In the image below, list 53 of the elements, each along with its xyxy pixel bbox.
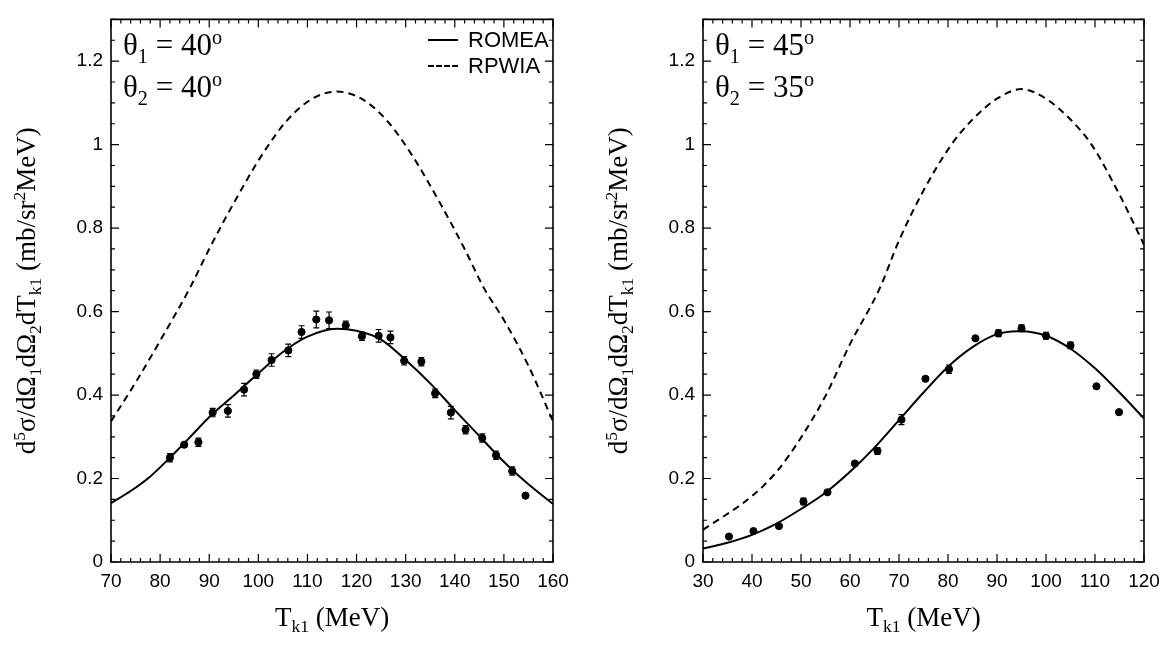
point (823, 488, 832, 497)
y-tick-label: 1.2 (668, 49, 695, 71)
y-tick-label: 0.8 (668, 216, 695, 238)
point (774, 522, 784, 531)
x-tick-label: 130 (389, 569, 422, 591)
y-tick-label: 0.4 (76, 383, 104, 405)
x-axis-title: T$_{k1}$ (MeV) (866, 602, 981, 638)
legend-label: ROMEA (468, 27, 549, 54)
annotation: θ$_{2}$ = 35$^{o}$ (715, 68, 814, 109)
y-tick-label: 1.2 (76, 49, 103, 71)
x-axis-title: T$_{k1}$ (MeV) (275, 602, 390, 638)
y-tick-label: 0.8 (76, 216, 103, 238)
y-tick-label: 0.2 (76, 466, 103, 488)
point (850, 459, 859, 468)
y-tick-label: 1 (92, 132, 103, 154)
x-tick-label: 70 (888, 569, 910, 591)
x-tick-label: 40 (741, 569, 763, 591)
x-tick-label: 120 (340, 569, 373, 591)
y-tick-label: 0 (92, 550, 103, 572)
x-tick-label: 60 (839, 569, 861, 591)
x-tick-label: 110 (292, 569, 323, 591)
point (971, 334, 980, 343)
point (724, 532, 734, 541)
legend-label: RPWIA (468, 53, 541, 80)
y-tick-label: 0.4 (668, 383, 696, 405)
annotation: θ$_{1}$ = 45$^{o}$ (715, 26, 814, 67)
y-tick-label: 1 (684, 132, 695, 154)
y-tick-label: 0.2 (668, 466, 695, 488)
x-tick-label: 50 (790, 569, 812, 591)
point (312, 315, 321, 324)
point (749, 527, 758, 536)
point (1114, 408, 1124, 417)
x-tick-label: 140 (438, 569, 471, 591)
y-tick-label: 0.6 (76, 299, 103, 321)
point (1092, 382, 1101, 391)
x-tick-label: 70 (100, 569, 122, 591)
annotation: θ$_{2}$ = 40$^{o}$ (123, 68, 222, 109)
point (921, 374, 930, 383)
x-tick-label: 120 (1128, 569, 1160, 591)
x-tick-label: 110 (1079, 569, 1111, 591)
y-tick-label: 0 (684, 550, 695, 572)
point (521, 491, 530, 500)
x-tick-label: 100 (1030, 569, 1062, 591)
y-tick-label: 0.6 (668, 299, 695, 321)
x-tick-label: 90 (198, 569, 220, 591)
x-tick-label: 30 (692, 569, 714, 591)
x-tick-label: 90 (986, 569, 1008, 591)
x-tick-label: 100 (242, 569, 275, 591)
x-tick-label: 80 (937, 569, 959, 591)
x-tick-label: 160 (537, 569, 569, 591)
x-tick-label: 80 (149, 569, 171, 591)
annotation: θ$_{1}$ = 40$^{o}$ (123, 26, 222, 67)
x-tick-label: 150 (488, 569, 520, 591)
